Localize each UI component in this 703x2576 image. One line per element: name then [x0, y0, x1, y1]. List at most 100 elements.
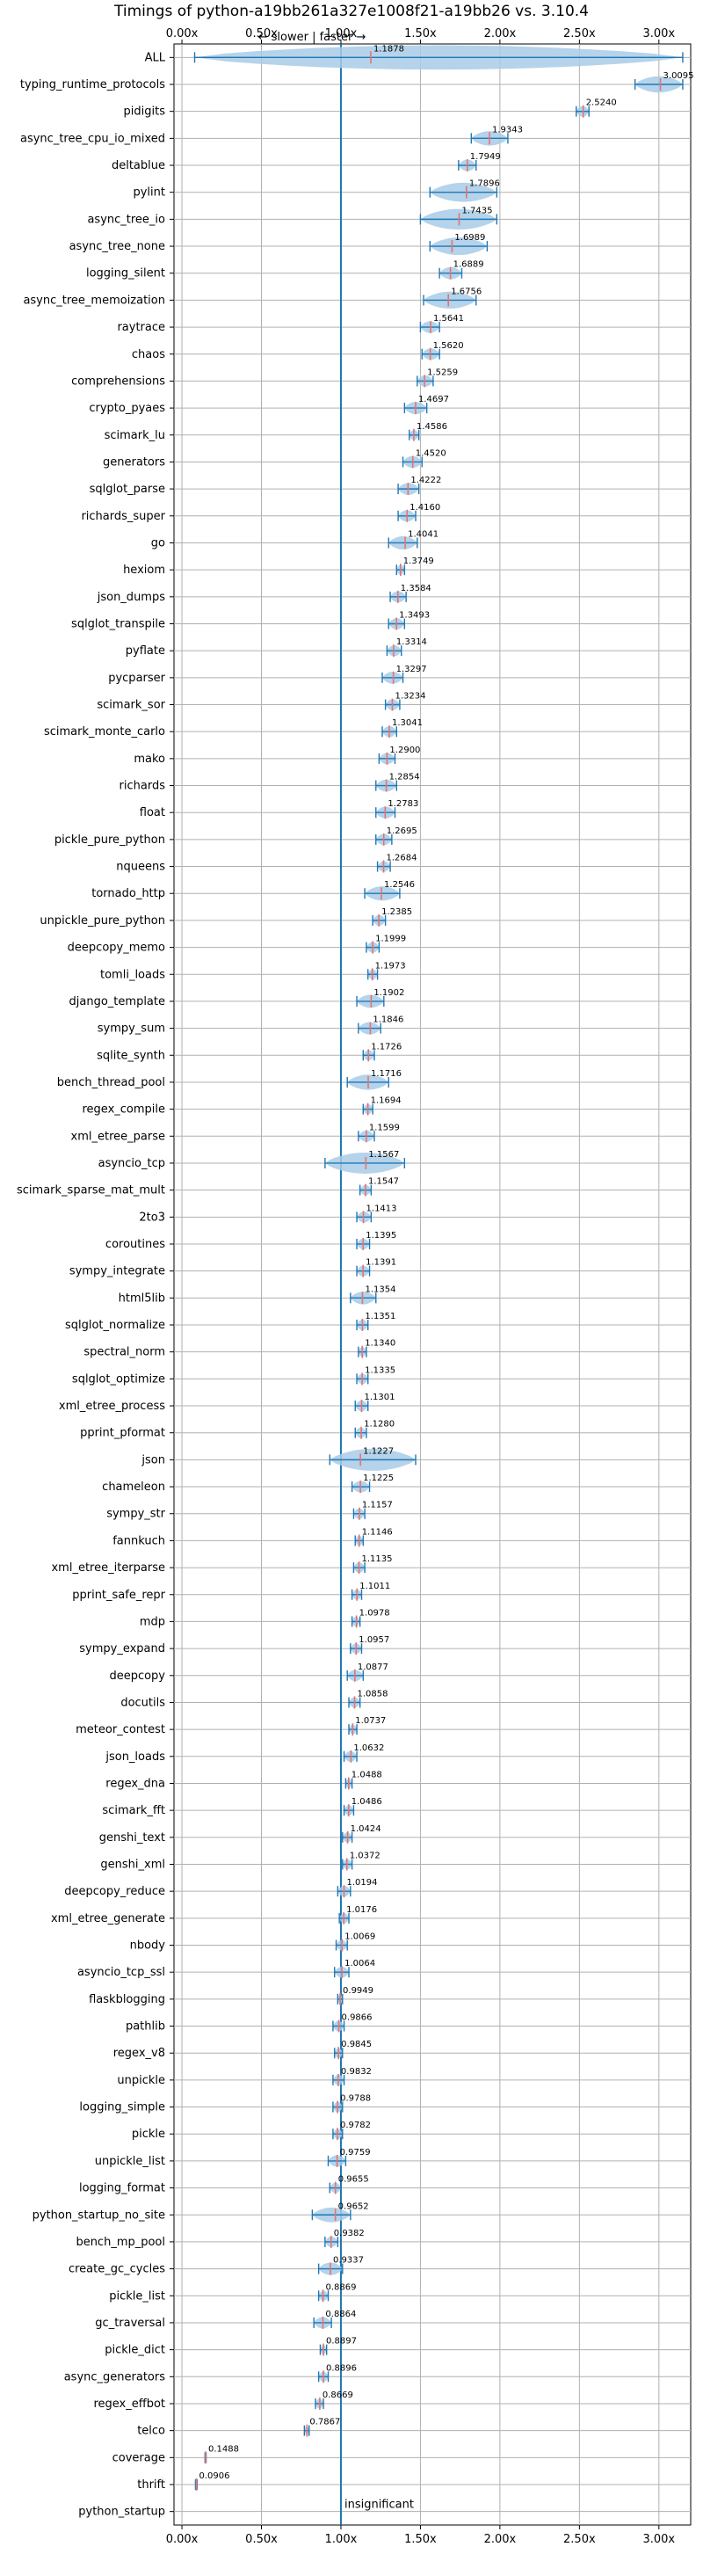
violin-row: 1.4520 — [402, 448, 446, 469]
value-label: 1.3314 — [396, 637, 427, 647]
category-label: pathlib — [126, 2020, 165, 2034]
violin-row: 1.1547 — [359, 1177, 399, 1197]
value-label: 1.5259 — [427, 367, 458, 377]
x-tick-label: 1.00x — [325, 2533, 358, 2546]
violin-row: 1.1227 — [329, 1446, 417, 1471]
value-label: 1.1694 — [371, 1096, 402, 1106]
value-label: 1.5641 — [433, 314, 464, 324]
x-tick-label: 0.00x — [166, 2533, 199, 2546]
violin-row: 1.0424 — [342, 1824, 381, 1844]
value-label: 1.1973 — [375, 961, 406, 971]
category-label: pickle — [132, 2128, 165, 2141]
violin-row: 1.1301 — [354, 1393, 395, 1413]
category-label: chaos — [132, 348, 165, 361]
category-label: raytrace — [117, 321, 165, 334]
violin-row: 1.1716 — [346, 1069, 402, 1090]
category-label: async_tree_memoization — [23, 294, 165, 307]
violin-row: 0.8869 — [317, 2282, 357, 2303]
value-label: 0.9759 — [340, 2148, 371, 2158]
category-label: sympy_sum — [98, 1022, 165, 1036]
category-label: hexiom — [123, 564, 165, 577]
category-label: coverage — [112, 2451, 165, 2464]
category-label: nqueens — [116, 861, 165, 874]
category-label: json — [141, 1453, 165, 1466]
value-label: 0.9832 — [341, 2067, 372, 2077]
x-tick-label: 0.50x — [245, 27, 278, 40]
value-label: 0.9845 — [341, 2040, 372, 2049]
violin-row: 1.6889 — [438, 260, 484, 280]
violin-row: 0.7867 — [303, 2418, 340, 2437]
category-label: unpickle_pure_python — [40, 914, 165, 928]
value-label: 1.2684 — [387, 854, 417, 863]
category-label: async_tree_cpu_io_mixed — [20, 132, 165, 145]
value-label: 1.3234 — [395, 692, 425, 702]
value-label: 1.6989 — [454, 233, 485, 243]
violin-row: 1.0372 — [342, 1851, 380, 1871]
violin-row: 1.1726 — [362, 1042, 402, 1062]
violin-row: 1.0064 — [334, 1959, 375, 1979]
value-label: 0.9337 — [333, 2256, 364, 2266]
value-label: 1.1716 — [371, 1069, 402, 1079]
value-label: 1.0488 — [352, 1770, 382, 1779]
violin-row: 1.5641 — [419, 314, 464, 334]
category-label: scimark_monte_carlo — [44, 725, 165, 739]
category-label: pycparser — [108, 672, 165, 685]
value-label: 0.9782 — [340, 2121, 371, 2130]
value-label: 0.7867 — [309, 2418, 340, 2427]
category-label: async_tree_none — [69, 240, 165, 253]
value-label: 1.0069 — [344, 1932, 375, 1942]
value-label: 1.1135 — [362, 1554, 393, 1564]
category-label: deltablue — [112, 159, 165, 172]
violin-row: 1.1973 — [367, 961, 406, 981]
violin-row: 1.0486 — [343, 1797, 382, 1817]
violin-row: 1.0957 — [350, 1635, 389, 1655]
category-label: pyflate — [126, 644, 165, 658]
value-label: 1.2900 — [389, 746, 420, 755]
category-label: pickle_pure_python — [54, 833, 165, 847]
violin-row: 1.7949 — [458, 152, 501, 172]
category-label: pickle_list — [109, 2289, 165, 2303]
violin-row: 0.9652 — [311, 2201, 369, 2223]
violin-row: 0.9382 — [324, 2229, 365, 2248]
category-label: sqlglot_transpile — [71, 617, 165, 630]
x-tick-label: 1.50x — [404, 27, 437, 40]
category-label: regex_effbot — [93, 2398, 165, 2411]
category-label: deepcopy_reduce — [64, 1885, 165, 1898]
value-label: 1.0372 — [350, 1851, 380, 1860]
value-label: 1.1011 — [359, 1582, 390, 1591]
violin-row: 1.1135 — [352, 1554, 393, 1575]
value-label: 0.9382 — [334, 2229, 365, 2238]
value-label: 0.8669 — [323, 2390, 353, 2400]
value-label: 1.6756 — [451, 287, 482, 296]
violin-row: 1.0978 — [351, 1608, 390, 1628]
category-label: float — [140, 806, 165, 819]
category-label: richards — [120, 780, 166, 793]
violin-row: 1.5620 — [421, 341, 464, 360]
category-label: spectral_norm — [83, 1346, 165, 1359]
violin-row: 1.1351 — [356, 1312, 395, 1332]
category-label: unpickle — [117, 2074, 165, 2087]
value-label: 1.7949 — [470, 152, 501, 162]
violin-row: 1.1335 — [356, 1365, 395, 1386]
violin-row: 1.1567 — [324, 1150, 406, 1174]
category-label: html5lib — [119, 1292, 165, 1305]
value-label: 1.5620 — [433, 341, 464, 351]
violin-row: 1.1340 — [358, 1339, 395, 1358]
category-label: coroutines — [105, 1238, 165, 1251]
value-label: 1.1227 — [363, 1446, 394, 1456]
category-label: deepcopy — [109, 1670, 165, 1683]
violin-row: 1.7896 — [429, 179, 500, 202]
category-label: richards_super — [81, 510, 165, 523]
violin-row: 1.3234 — [384, 692, 425, 711]
violin-row: 1.1395 — [356, 1231, 396, 1250]
violin-row: 3.0095 — [634, 71, 694, 93]
violin-row: 1.1225 — [351, 1474, 394, 1494]
value-label: 1.1391 — [366, 1258, 396, 1268]
violin-row: 1.2854 — [375, 773, 420, 792]
violin-row: 0.9832 — [332, 2067, 372, 2086]
value-label: 1.0424 — [351, 1824, 381, 1834]
category-label: pickle_dict — [105, 2344, 165, 2357]
value-label: 1.4041 — [408, 529, 438, 539]
value-label: 1.0957 — [359, 1635, 389, 1645]
category-label: async_generators — [64, 2370, 166, 2383]
